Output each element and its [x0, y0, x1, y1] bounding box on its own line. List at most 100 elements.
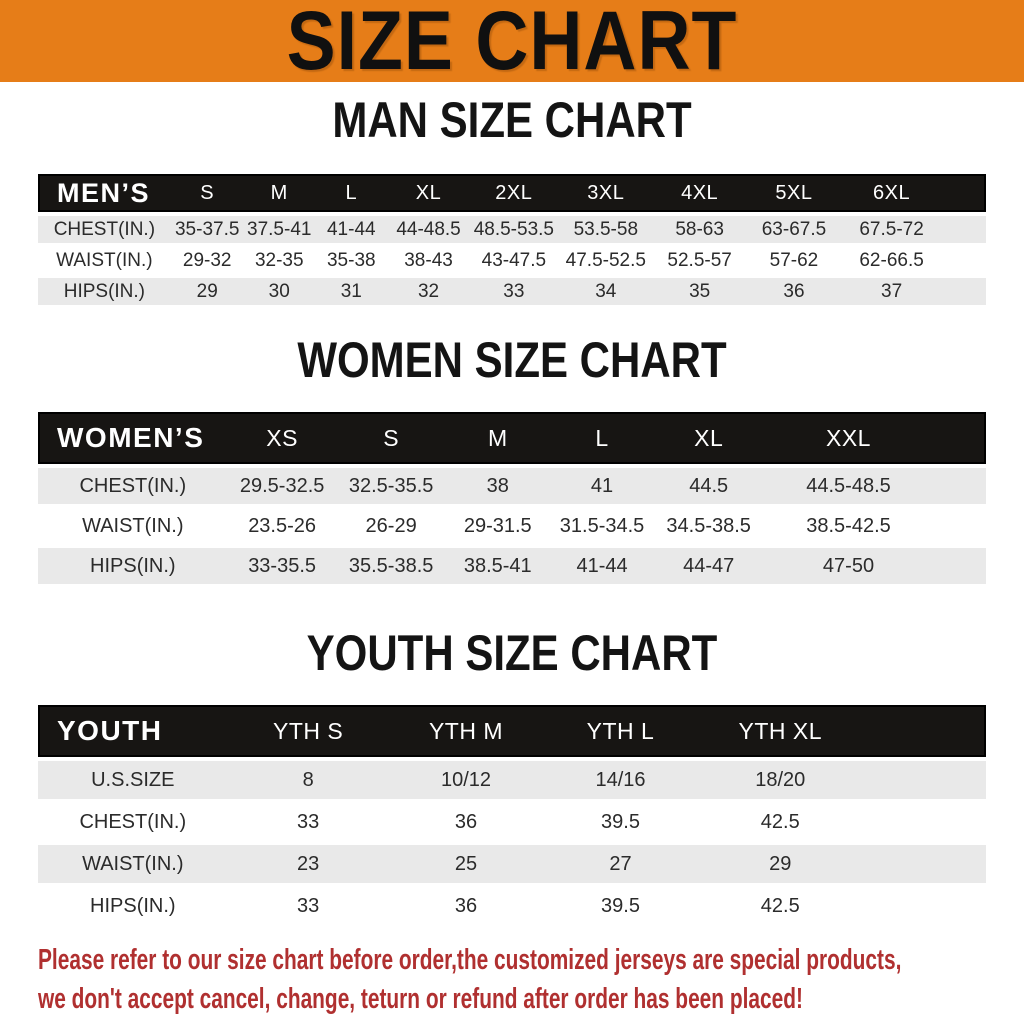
size-value: 23.5-26: [227, 508, 337, 544]
measurement-row-label: HIPS(IN.): [38, 278, 171, 305]
size-column-header: 4XL: [653, 174, 747, 212]
size-value: [933, 508, 986, 544]
size-value: 25: [388, 845, 544, 883]
size-value: 31.5-34.5: [549, 508, 655, 544]
footer-note-line-1-text: Please refer to our size chart before or…: [38, 944, 902, 976]
size-value: 32.5-35.5: [336, 468, 446, 504]
size-value: 42.5: [697, 887, 863, 925]
size-value: 33-35.5: [227, 548, 337, 584]
table-group-label: YOUTH: [38, 705, 228, 757]
size-value: 53.5-58: [558, 216, 654, 243]
size-column-header: 3XL: [558, 174, 654, 212]
size-value: 27: [543, 845, 698, 883]
size-value: 36: [388, 887, 544, 925]
size-value: 44.5-48.5: [763, 468, 934, 504]
measurement-row-label: CHEST(IN.): [38, 803, 228, 841]
size-value: 29: [170, 278, 244, 305]
size-value: 35: [653, 278, 747, 305]
footer-note-line-1: Please refer to our size chart before or…: [38, 943, 1024, 982]
size-column-header: XL: [387, 174, 470, 212]
page-title: SIZE CHART: [286, 0, 738, 88]
page-banner: SIZE CHART: [0, 0, 1024, 87]
women-size-section: WOMEN SIZE CHART WOMEN’S XS S M L XL XXL CHEST(…: [0, 309, 1024, 588]
size-value: 38-43: [387, 247, 470, 274]
size-value: [862, 803, 986, 841]
table-row: U.S.SIZE 8 10/12 14/16 18/20: [38, 761, 986, 799]
size-value: 35-38: [314, 247, 388, 274]
footer-note-line-2: we don't accept cancel, change, teturn o…: [38, 982, 1024, 1019]
size-value: 44-47: [654, 548, 764, 584]
measurement-row-label: WAIST(IN.): [38, 845, 228, 883]
measurement-row-label: U.S.SIZE: [38, 761, 228, 799]
footer-note-line-2-text: we don't accept cancel, change, teturn o…: [38, 983, 803, 1015]
size-value: 29-32: [170, 247, 244, 274]
size-column-header: L: [314, 174, 388, 212]
size-value: 29: [697, 845, 863, 883]
size-value: 38: [445, 468, 550, 504]
size-value: 32-35: [243, 247, 315, 274]
table-row: HIPS(IN.) 29 30 31 32 33 34 35 36 37: [38, 278, 986, 305]
measurement-row-label: CHEST(IN.): [38, 468, 228, 504]
size-value: 42.5: [697, 803, 863, 841]
measurement-row-label: HIPS(IN.): [38, 887, 228, 925]
size-column-header: 5XL: [746, 174, 842, 212]
men-section-title: MAN SIZE CHART: [0, 91, 1024, 152]
size-value: 37: [841, 278, 942, 305]
size-value: 36: [388, 803, 544, 841]
table-row: WAIST(IN.) 29-32 32-35 35-38 38-43 43-47.5 47.…: [38, 247, 986, 274]
table-row: CHEST(IN.) 29.5-32.5 32.5-35.5 38 41 44.5 44.5…: [38, 468, 986, 504]
size-column-header: 2XL: [469, 174, 559, 212]
size-column-header: YTH M: [388, 705, 544, 757]
table-row: HIPS(IN.) 33-35.5 35.5-38.5 38.5-41 41-44 44-…: [38, 548, 986, 584]
men-size-table: MEN’S S M L XL 2XL 3XL 4XL 5XL 6XL CHEST(IN.) 35-37…: [38, 170, 986, 309]
youth-size-section: YOUTH SIZE CHART YOUTH YTH S YTH M YTH L YTH…: [0, 588, 1024, 929]
size-value: 35.5-38.5: [336, 548, 446, 584]
women-section-title-text: WOMEN SIZE CHART: [297, 331, 727, 388]
size-value: 63-67.5: [746, 216, 842, 243]
size-value: 44-48.5: [387, 216, 470, 243]
measurement-row-label: HIPS(IN.): [38, 548, 228, 584]
measurement-row-label: CHEST(IN.): [38, 216, 171, 243]
size-value: 34: [558, 278, 654, 305]
size-value: 38.5-41: [445, 548, 550, 584]
youth-section-title-text: YOUTH SIZE CHART: [306, 624, 718, 681]
size-value: 39.5: [543, 803, 698, 841]
table-group-label: MEN’S: [38, 174, 171, 212]
table-row: WAIST(IN.) 23 25 27 29: [38, 845, 986, 883]
size-value: 48.5-53.5: [469, 216, 559, 243]
size-column-header: S: [170, 174, 244, 212]
size-value: 67.5-72: [841, 216, 942, 243]
men-size-section: MAN SIZE CHART MEN’S S M L XL 2XL 3XL 4XL 5XL 6XL…: [0, 82, 1024, 309]
size-value: 52.5-57: [653, 247, 747, 274]
size-column-header: [862, 705, 986, 757]
size-value: 32: [387, 278, 470, 305]
size-value: 35-37.5: [170, 216, 244, 243]
table-row: HIPS(IN.) 33 36 39.5 42.5: [38, 887, 986, 925]
size-value: 57-62: [746, 247, 842, 274]
measurement-row-label: WAIST(IN.): [38, 508, 228, 544]
size-value: 29-31.5: [445, 508, 550, 544]
table-row: WAIST(IN.) 23.5-26 26-29 29-31.5 31.5-34.5 34…: [38, 508, 986, 544]
size-value: 37.5-41: [243, 216, 315, 243]
women-section-title: WOMEN SIZE CHART: [0, 331, 1024, 392]
size-value: 41-44: [549, 548, 655, 584]
size-value: 23: [227, 845, 389, 883]
size-column-header: XS: [227, 412, 337, 464]
size-value: 47-50: [763, 548, 934, 584]
size-value: 33: [227, 803, 389, 841]
size-column-header: YTH XL: [697, 705, 863, 757]
table-header-row: YOUTH YTH S YTH M YTH L YTH XL: [38, 705, 986, 757]
measurement-row-label: WAIST(IN.): [38, 247, 171, 274]
size-value: 38.5-42.5: [763, 508, 934, 544]
size-column-header: YTH S: [227, 705, 389, 757]
size-column-header: M: [445, 412, 550, 464]
size-column-header: YTH L: [543, 705, 698, 757]
size-value: 39.5: [543, 887, 698, 925]
size-value: 8: [227, 761, 389, 799]
table-group-label: WOMEN’S: [38, 412, 228, 464]
size-value: 43-47.5: [469, 247, 559, 274]
size-value: 14/16: [543, 761, 698, 799]
size-column-header: [941, 174, 986, 212]
table-header-row: MEN’S S M L XL 2XL 3XL 4XL 5XL 6XL: [38, 174, 986, 212]
table-header-row: WOMEN’S XS S M L XL XXL: [38, 412, 986, 464]
